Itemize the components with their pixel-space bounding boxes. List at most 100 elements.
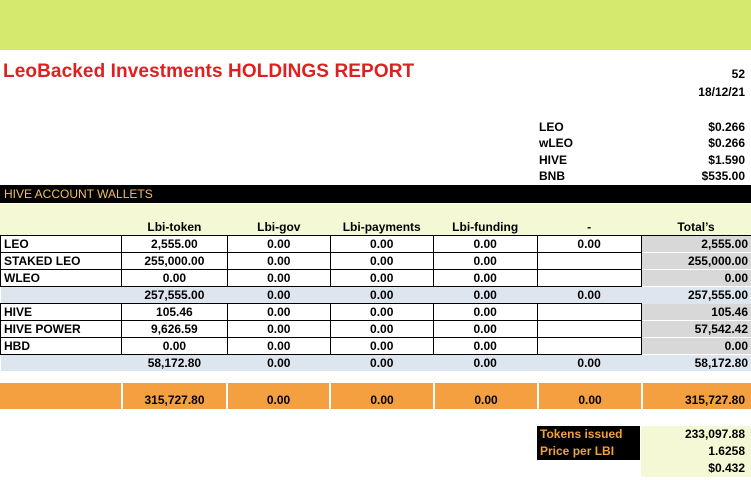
row-total: 257,555.00 [641, 286, 751, 304]
column-divider [537, 383, 539, 409]
table-cell: 0.00 [432, 303, 538, 321]
grand-total-cell: 0.00 [474, 393, 498, 407]
table-cell: 0.00 [537, 286, 642, 304]
table-cell: 58,172.80 [121, 354, 228, 371]
table-cell: 0.00 [120, 337, 228, 355]
grand-total-cell: 0.00 [266, 393, 291, 407]
table-cell: 0.00 [226, 252, 331, 270]
row-total: 255,000.00 [641, 252, 751, 270]
table-row: HBD 0.00 0.00 0.00 0.00 0.00 [0, 337, 751, 355]
table-cell: 0.00 [227, 354, 331, 371]
column-header: Total’s [641, 219, 751, 236]
row-total: 2,555.00 [641, 235, 751, 253]
report-date: 18/12/21 [698, 85, 745, 99]
table-cell: 0.00 [329, 320, 434, 338]
tokens-issued-label: Tokens issued [537, 426, 640, 443]
row-label: HIVE POWER [0, 320, 122, 338]
price-value-leo: $0.266 [708, 120, 745, 134]
price-value-wleo: $0.266 [708, 136, 745, 150]
table-cell [536, 320, 642, 338]
table-row: HIVE 105.46 0.00 0.00 0.00 105.46 [0, 303, 751, 321]
row-label: LEO [0, 235, 122, 253]
column-divider [641, 383, 643, 409]
table-cell: 2,555.00 [120, 235, 228, 253]
column-divider [226, 383, 228, 409]
grand-total-cell: 0.00 [578, 393, 602, 407]
row-total: 57,542.42 [641, 320, 751, 338]
column-header: Lbi-payments [330, 219, 434, 236]
table-cell [536, 303, 642, 321]
table-cell: 0.00 [227, 286, 331, 304]
table-cell [536, 269, 642, 287]
table-cell: 0.00 [432, 235, 538, 253]
table-row: HIVE POWER 9,626.59 0.00 0.00 0.00 57,54… [0, 320, 751, 338]
price-label-wleo: wLEO [539, 136, 574, 150]
table-row: WLEO 0.00 0.00 0.00 0.00 0.00 [0, 269, 751, 287]
column-divider [433, 383, 435, 409]
column-header: - [537, 219, 642, 236]
subtotal-row-hive: 58,172.80 0.00 0.00 0.00 0.00 58,172.80 [0, 354, 751, 371]
column-header: Lbi-gov [227, 219, 331, 236]
grand-total-cell: 0.00 [370, 393, 394, 407]
row-total: 105.46 [641, 303, 751, 321]
table-cell: 0.00 [329, 269, 434, 287]
price-value-hive: $1.590 [708, 153, 745, 167]
table-cell [536, 337, 642, 355]
report-title: LeoBacked Investments HOLDINGS REPORT [3, 61, 415, 82]
table-cell: 0.00 [329, 303, 434, 321]
price-value-bnb: $535.00 [701, 169, 745, 183]
row-total: 0.00 [641, 337, 751, 355]
table-cell: 257,555.00 [121, 286, 228, 304]
table-cell: 255,000.00 [120, 252, 228, 270]
holdings-table: Lbi-token Lbi-gov Lbi-payments Lbi-fundi… [0, 219, 751, 371]
table-cell: 0.00 [226, 269, 331, 287]
grand-total-cell: 315,727.80 [144, 393, 205, 407]
column-divider [121, 383, 123, 409]
table-cell: 0.00 [536, 235, 642, 253]
table-header-row: Lbi-token Lbi-gov Lbi-payments Lbi-fundi… [0, 219, 751, 236]
table-cell: 0.00 [330, 286, 434, 304]
column-header [0, 219, 122, 236]
table-cell: 0.00 [537, 354, 642, 371]
table-cell: 0.00 [226, 337, 331, 355]
row-label: HIVE [0, 303, 122, 321]
price-per-lbi-label: Price per LBI [537, 443, 640, 460]
price-label-bnb: BNB [539, 169, 565, 183]
row-label: STAKED LEO [0, 252, 122, 270]
table-cell: 0.00 [329, 252, 434, 270]
table-cell [0, 286, 122, 304]
table-cell: 105.46 [120, 303, 228, 321]
price-usd-value: $0.432 [641, 460, 751, 477]
section-header: HIVE ACCOUNT WALLETS [0, 185, 751, 203]
table-cell: 0.00 [226, 235, 331, 253]
table-cell: 9,626.59 [120, 320, 228, 338]
subtotal-row-leo: 257,555.00 0.00 0.00 0.00 0.00 257,555.0… [0, 286, 751, 304]
table-cell: 0.00 [329, 337, 434, 355]
row-total: 0.00 [641, 269, 751, 287]
table-cell: 0.00 [330, 354, 434, 371]
top-color-band [0, 0, 751, 50]
tokens-issued-value: 233,097.88 [641, 426, 751, 443]
table-cell: 0.00 [432, 252, 538, 270]
table-cell: 0.00 [226, 320, 331, 338]
row-total: 58,172.80 [641, 354, 751, 371]
column-header: Lbi-funding [433, 219, 538, 236]
row-label: WLEO [0, 269, 122, 287]
price-label-hive: HIVE [539, 153, 568, 167]
price-per-lbi-value: 1.6258 [641, 443, 751, 460]
table-cell: 0.00 [432, 269, 538, 287]
table-cell: 0.00 [433, 286, 538, 304]
table-row: LEO 2,555.00 0.00 0.00 0.00 0.00 2,555.0… [0, 235, 751, 253]
price-label-leo: LEO [539, 120, 564, 134]
table-cell: 0.00 [120, 269, 228, 287]
table-cell: 0.00 [432, 320, 538, 338]
table-cell [0, 354, 122, 371]
grand-total-overall: 315,727.80 [684, 393, 745, 407]
row-label: HBD [0, 337, 122, 355]
table-row: STAKED LEO 255,000.00 0.00 0.00 0.00 255… [0, 252, 751, 270]
table-cell: 0.00 [329, 235, 434, 253]
table-cell: 0.00 [432, 337, 538, 355]
column-header: Lbi-token [121, 219, 228, 236]
column-divider [329, 383, 331, 409]
table-cell: 0.00 [226, 303, 331, 321]
